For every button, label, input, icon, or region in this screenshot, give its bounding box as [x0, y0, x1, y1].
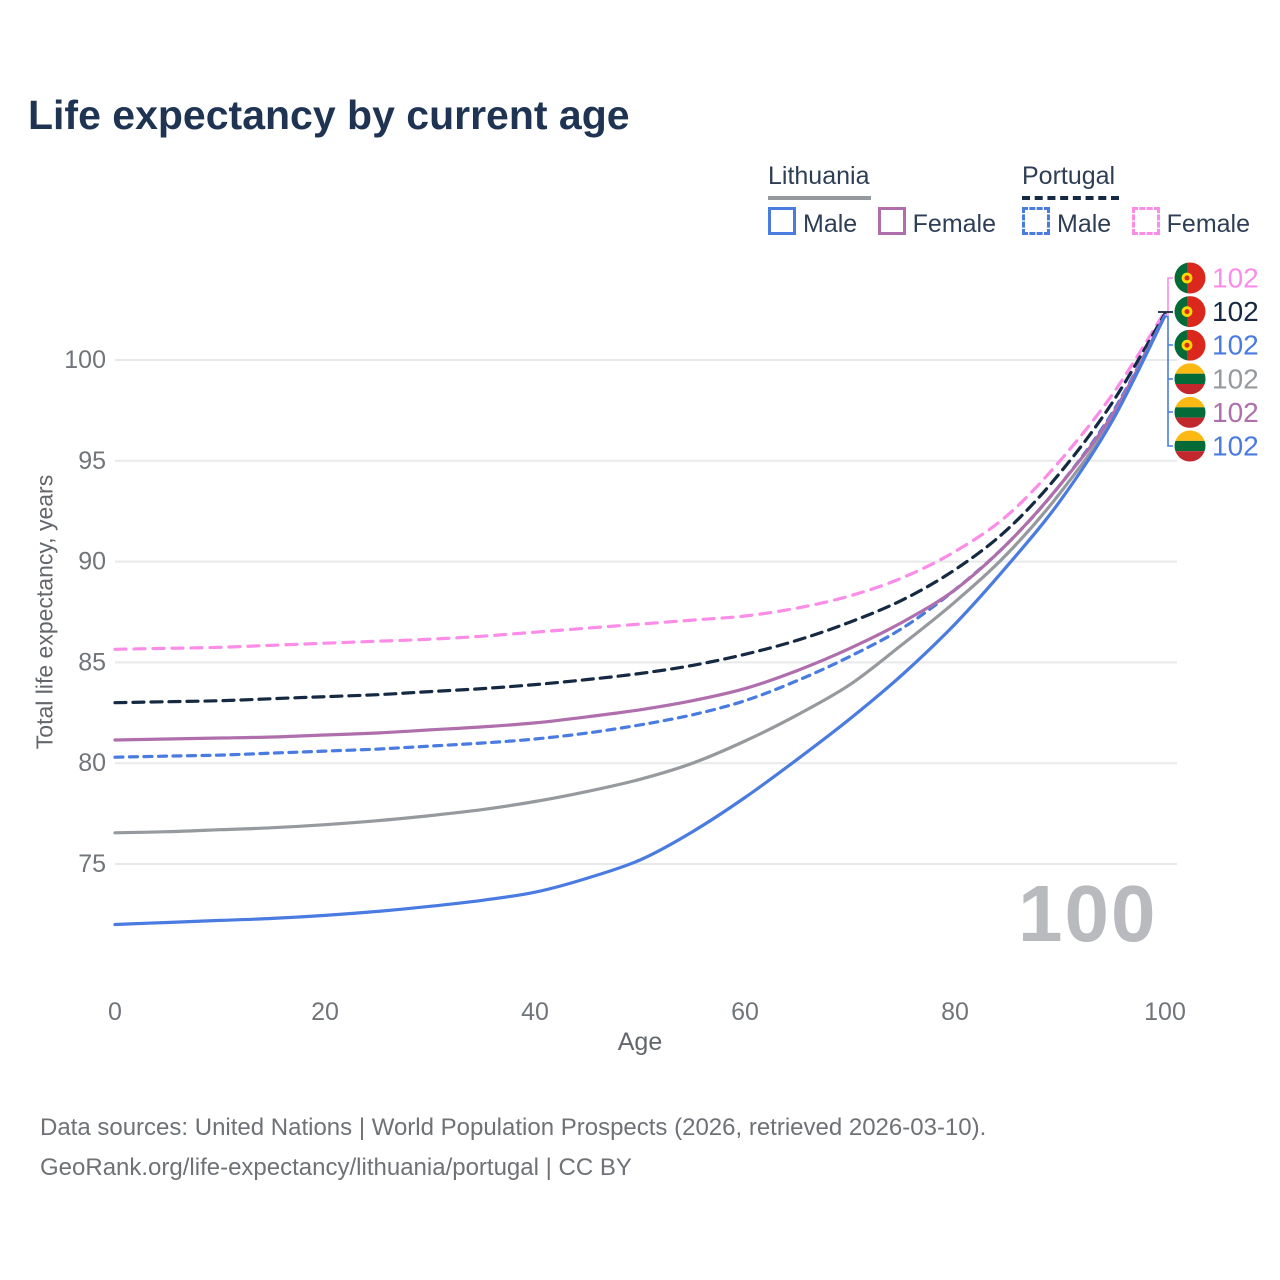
x-tick-label-20: 20	[311, 998, 339, 1026]
legend-label-lithuania-male: Male	[803, 210, 858, 238]
legend-swatch-portugal-female	[1131, 207, 1160, 235]
x-tick-label-40: 40	[521, 998, 549, 1026]
legend-label-portugal-male: Male	[1057, 210, 1112, 238]
series-line-lithuania-both-sexes	[113, 314, 1167, 835]
end-value-label-3: 102	[1212, 363, 1259, 394]
end-value-label-0: 102	[1212, 263, 1259, 294]
series-lines	[113, 310, 1167, 927]
series-line-lithuania-female	[113, 314, 1167, 742]
flag-icon-portugal	[1174, 262, 1206, 294]
page-title: Life expectancy by current age	[28, 92, 630, 138]
x-axis-title: Age	[617, 1028, 663, 1056]
legend-group-portugal: Portugal Male Female	[1022, 162, 1266, 239]
age-counter: 100	[1018, 869, 1158, 958]
end-value-label-5: 102	[1212, 431, 1259, 462]
end-value-label-4: 102	[1212, 397, 1259, 428]
legend-swatch-lithuania-female	[877, 207, 906, 235]
legend-item-portugal-male[interactable]: Male	[1022, 207, 1111, 239]
connector-bottom	[1165, 315, 1173, 447]
x-tick-label-0: 0	[108, 998, 122, 1026]
x-tick-label-60: 60	[731, 998, 759, 1026]
legend-swatch-portugal-male	[1022, 207, 1050, 235]
legend-item-lithuania-male[interactable]: Male	[768, 207, 857, 239]
y-axis-title: Total life expectancy, years	[31, 474, 58, 750]
y-tick-label-90: 90	[78, 548, 106, 576]
flag-icon-lithuania	[1174, 363, 1206, 395]
connector-top	[1165, 277, 1173, 316]
legend-header-portugal[interactable]: Portugal	[1022, 162, 1119, 200]
y-tick-label-85: 85	[78, 648, 106, 676]
flag-icon-lithuania	[1174, 396, 1206, 428]
y-tick-label-80: 80	[78, 749, 106, 777]
legend-header-lithuania[interactable]: Lithuania	[768, 162, 871, 200]
x-tick-label-100: 100	[1144, 998, 1186, 1026]
end-label-connectors	[1158, 277, 1173, 447]
flag-icon-portugal	[1174, 296, 1206, 328]
x-tick-label-80: 80	[941, 998, 969, 1026]
y-tick-label-95: 95	[78, 447, 106, 475]
legend-label-portugal-female: Female	[1166, 210, 1251, 238]
footer-line-1: Data sources: United Nations | World Pop…	[40, 1114, 987, 1141]
footer-line-2: GeoRank.org/life-expectancy/lithuania/po…	[40, 1154, 632, 1181]
flag-icon-lithuania	[1174, 430, 1206, 462]
legend-row-portugal: Male Female	[1022, 207, 1266, 239]
series-line-lithuania-male	[113, 314, 1167, 927]
legend-item-portugal-female[interactable]: Female	[1131, 207, 1251, 239]
series-line-portugal-both-sexes	[113, 312, 1167, 705]
y-tick-label-100: 100	[64, 346, 106, 374]
end-value-label-2: 102	[1212, 330, 1259, 361]
y-tick-label-75: 75	[78, 850, 106, 878]
flag-icon-portugal	[1174, 329, 1206, 361]
series-line-portugal-female	[113, 310, 1167, 651]
legend-swatch-lithuania-male	[768, 207, 796, 235]
legend-group-lithuania: Lithuania Male Female	[768, 162, 1012, 239]
legend-item-lithuania-female[interactable]: Female	[877, 207, 997, 239]
footer-attribution: Data sources: United Nations | World Pop…	[40, 1108, 986, 1188]
end-value-label-1: 102	[1212, 296, 1259, 327]
series-line-portugal-male	[113, 314, 1167, 759]
legend-row-lithuania: Male Female	[768, 207, 1012, 239]
legend-label-lithuania-female: Female	[912, 210, 997, 238]
